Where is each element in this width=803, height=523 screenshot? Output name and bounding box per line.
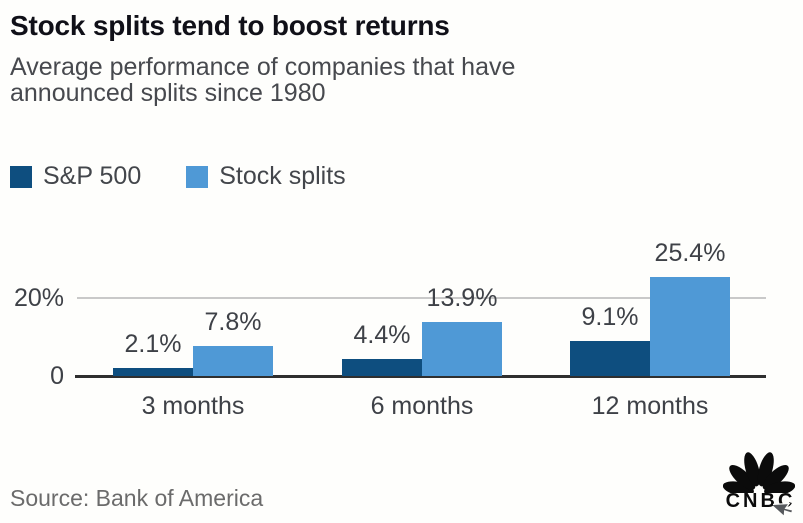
bar-value-label: 25.4% xyxy=(654,239,726,267)
legend: S&P 500 Stock splits xyxy=(10,162,346,191)
sp500-swatch-icon xyxy=(10,165,32,188)
source-note: Source: Bank of America xyxy=(10,485,264,511)
bar-value-label: 2.1% xyxy=(124,330,182,358)
bar-stock-splits-1 xyxy=(193,346,273,376)
x-axis-label-3-months: 3 months xyxy=(141,392,245,420)
legend-label-stock-splits: Stock splits xyxy=(219,162,346,190)
x-axis-label-12-months: 12 months xyxy=(591,392,709,420)
bar-value-label: 13.9% xyxy=(426,284,498,312)
legend-item-sp500: S&P 500 xyxy=(10,162,141,191)
chart-title: Stock splits tend to boost returns xyxy=(10,10,450,41)
peacock-icon xyxy=(723,452,795,493)
x-axis-label-6-months: 6 months xyxy=(370,392,474,420)
bar-stock-splits-3 xyxy=(650,277,730,376)
bar-value-label: 4.4% xyxy=(353,321,411,349)
bar-s-p-500-2 xyxy=(342,359,422,376)
stock-splits-swatch-icon xyxy=(186,165,209,188)
mouse-cursor-icon xyxy=(773,502,794,518)
gridline-20 xyxy=(77,297,766,299)
bar-s-p-500-3 xyxy=(570,341,650,376)
bar-value-label: 9.1% xyxy=(581,303,639,331)
y-axis-tick-0: 0 xyxy=(50,362,64,390)
chart-subtitle: Average performance of companies that ha… xyxy=(10,53,516,107)
y-axis-tick-20: 20% xyxy=(13,284,64,312)
legend-label-sp500: S&P 500 xyxy=(43,162,142,190)
legend-item-stock-splits: Stock splits xyxy=(186,162,346,191)
x-axis-line xyxy=(75,375,766,378)
bar-s-p-500-1 xyxy=(113,368,193,376)
bar-stock-splits-2 xyxy=(422,322,502,376)
bar-value-label: 7.8% xyxy=(204,308,262,336)
